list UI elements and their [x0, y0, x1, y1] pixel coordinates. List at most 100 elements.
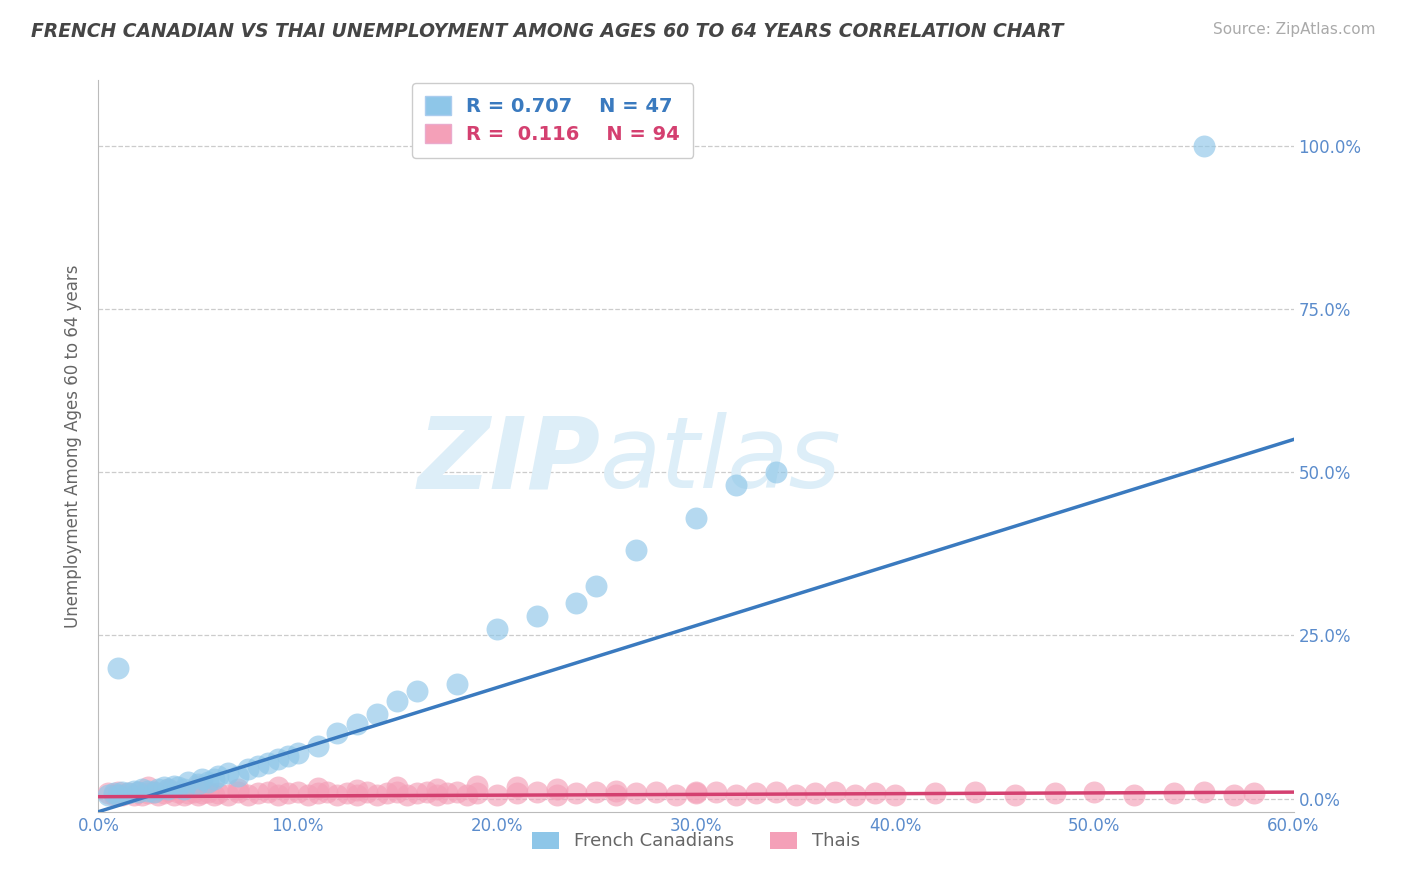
Point [585, 785, 607, 799]
Point [131, 788, 153, 802]
Point [226, 769, 249, 783]
Point [585, 579, 607, 593]
Point [366, 706, 388, 721]
Point [127, 785, 149, 799]
Point [246, 787, 269, 801]
Point [127, 785, 149, 799]
Point [685, 787, 707, 801]
Point [191, 772, 214, 786]
Point [765, 785, 787, 799]
Point [1223, 788, 1246, 802]
Point [157, 784, 180, 798]
Point [307, 781, 329, 796]
Point [287, 785, 309, 799]
Point [173, 781, 195, 796]
Point [346, 716, 368, 731]
Point [685, 785, 707, 799]
Point [884, 789, 907, 803]
Point [626, 787, 648, 801]
Point [745, 787, 768, 801]
Point [297, 788, 319, 802]
Point [157, 781, 180, 796]
Point [307, 787, 329, 801]
Point [346, 788, 368, 802]
Point [416, 785, 439, 799]
Point [131, 781, 153, 796]
Point [546, 788, 568, 802]
Point [287, 746, 309, 760]
Point [824, 785, 846, 799]
Point [307, 739, 329, 754]
Text: atlas: atlas [600, 412, 842, 509]
Point [136, 784, 159, 798]
Point [526, 785, 548, 799]
Point [207, 787, 229, 801]
Point [1004, 788, 1026, 802]
Point [785, 789, 807, 803]
Point [197, 785, 219, 799]
Point [246, 759, 269, 773]
Point [124, 784, 146, 798]
Point [236, 762, 259, 776]
Legend: French Canadians, Thais: French Canadians, Thais [524, 824, 868, 857]
Point [465, 779, 488, 793]
Point [202, 772, 225, 786]
Point [865, 787, 887, 801]
Point [256, 756, 278, 770]
Point [107, 785, 129, 799]
Point [765, 465, 787, 479]
Point [685, 511, 707, 525]
Point [924, 787, 946, 801]
Point [153, 780, 176, 794]
Point [385, 785, 409, 799]
Point [1083, 785, 1105, 799]
Point [124, 789, 146, 803]
Point [426, 789, 449, 803]
Point [426, 781, 449, 796]
Point [183, 785, 205, 799]
Point [97, 787, 120, 801]
Point [724, 478, 747, 492]
Point [236, 788, 259, 802]
Point [173, 789, 195, 803]
Point [1192, 785, 1215, 799]
Point [1163, 787, 1185, 801]
Point [217, 789, 239, 803]
Point [136, 780, 159, 794]
Point [97, 789, 120, 803]
Point [143, 785, 166, 799]
Point [436, 787, 458, 801]
Point [277, 787, 299, 801]
Point [385, 694, 409, 708]
Point [665, 788, 688, 802]
Text: Source: ZipAtlas.com: Source: ZipAtlas.com [1212, 22, 1375, 37]
Point [506, 787, 529, 801]
Point [191, 787, 214, 801]
Point [326, 789, 349, 803]
Point [565, 787, 588, 801]
Point [217, 765, 239, 780]
Point [336, 787, 359, 801]
Point [1123, 789, 1146, 803]
Point [136, 787, 159, 801]
Point [167, 785, 190, 799]
Point [605, 789, 627, 803]
Point [406, 684, 429, 698]
Point [704, 785, 727, 799]
Point [111, 785, 134, 799]
Point [103, 787, 125, 801]
Point [446, 677, 468, 691]
Point [645, 785, 668, 799]
Point [465, 787, 488, 801]
Point [117, 787, 139, 801]
Point [226, 781, 249, 796]
Point [103, 789, 125, 803]
Point [1043, 787, 1066, 801]
Point [187, 777, 209, 791]
Point [605, 784, 627, 798]
Point [226, 785, 249, 799]
Point [177, 775, 200, 789]
Point [157, 781, 180, 796]
Point [148, 781, 170, 796]
Point [626, 543, 648, 558]
